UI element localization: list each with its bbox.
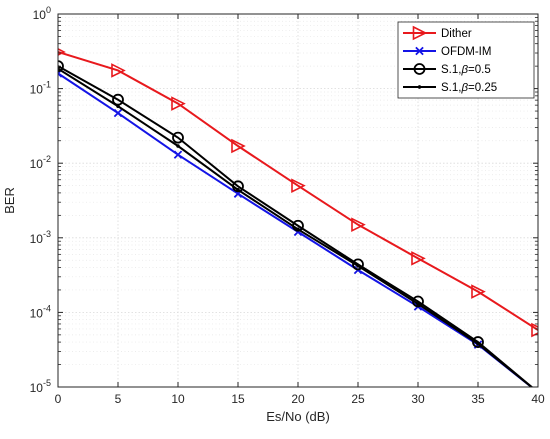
legend-entry-label: S.1,β=0.25 — [441, 82, 497, 94]
data-point — [476, 341, 480, 346]
y-tick-label: 10-3 — [30, 229, 51, 246]
data-point — [176, 144, 180, 148]
legend-swatch-marker — [415, 46, 424, 56]
legend-swatch-marker — [413, 63, 426, 75]
y-axis-label: BER — [2, 187, 17, 214]
data-point — [173, 150, 183, 159]
data-point — [58, 60, 64, 73]
data-point — [111, 63, 126, 78]
data-point — [236, 187, 240, 192]
data-point — [471, 284, 486, 299]
x-tick-label: 10 — [171, 392, 185, 406]
y-tick-label: 10-5 — [30, 378, 51, 395]
x-tick-label: 35 — [471, 392, 485, 406]
x-axis-label: Es/No (dB) — [266, 409, 330, 424]
x-tick-label: 5 — [115, 392, 122, 406]
data-point — [531, 322, 538, 338]
legend-swatch-marker — [417, 85, 422, 89]
series-line — [58, 50, 538, 331]
y-tick-label: 10-4 — [30, 303, 51, 320]
series-layer — [58, 48, 538, 387]
data-point — [411, 251, 426, 266]
ticks: 0 5 10 15 20 25 30 35 40 100 10-1 10-2 10-3 10-4 10-5 — [30, 5, 545, 406]
x-tick-label: 40 — [531, 392, 545, 406]
data-point — [172, 131, 184, 144]
data-point — [356, 264, 360, 268]
legend-entry-label: OFDM-IM — [441, 46, 491, 58]
data-point — [416, 302, 420, 306]
data-point — [351, 217, 366, 232]
data-point — [116, 104, 120, 109]
legend-swatch-marker — [412, 25, 428, 41]
data-point — [296, 227, 300, 232]
x-tick-label: 20 — [291, 392, 305, 406]
data-point — [231, 138, 246, 154]
x-tick-label: 0 — [55, 392, 62, 406]
data-point — [171, 96, 186, 111]
y-tick-label: 10-1 — [30, 80, 51, 97]
series-3 — [58, 66, 534, 387]
legend-entry-label: S.1,β=0.5 — [441, 64, 491, 76]
x-tick-label: 25 — [351, 392, 365, 406]
series-0 — [58, 48, 538, 338]
data-point — [291, 178, 306, 193]
data-point — [472, 336, 484, 348]
y-tick-label: 100 — [33, 5, 51, 22]
legend-entry-label: Dither — [441, 28, 472, 40]
x-tick-label: 15 — [231, 392, 245, 406]
data-point — [352, 258, 364, 271]
series-line — [58, 65, 534, 387]
x-tick-label: 30 — [411, 392, 425, 406]
legend: Dither OFDM-IM S.1,β=0.5 S.1,β=0.25 — [397, 21, 535, 99]
y-tick-label: 10-2 — [30, 154, 51, 171]
data-point — [113, 108, 123, 118]
